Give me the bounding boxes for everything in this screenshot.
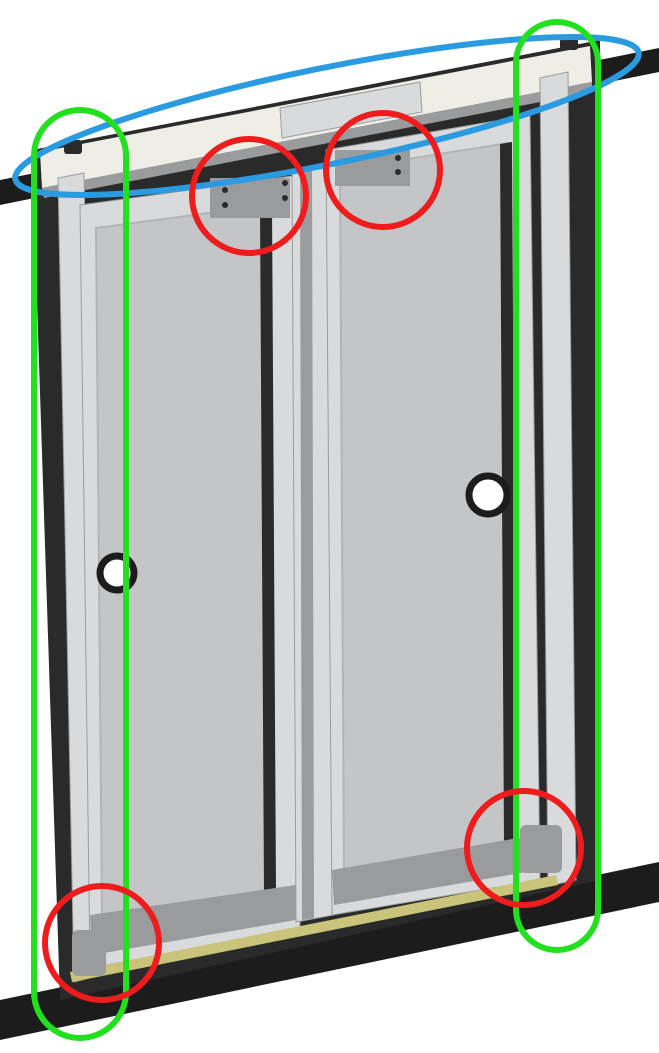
right-bottom-hardware <box>520 825 562 873</box>
header-center-bracket <box>279 81 423 139</box>
hardware-bolt <box>395 169 401 175</box>
lower-floor-rail <box>0 862 659 1040</box>
floor-seal-strip <box>70 875 558 982</box>
left-bottom-hardware <box>72 930 106 976</box>
hardware-bolt <box>222 202 228 208</box>
left-door-panel-edge <box>260 204 276 894</box>
blue-highlight-ellipse <box>12 34 642 198</box>
red-highlight-circle-top-left <box>189 136 309 256</box>
left-corner-anchor <box>64 140 82 154</box>
right-jamb <box>539 71 577 887</box>
green-highlight-capsule-left <box>31 107 129 1041</box>
hardware-bolt <box>395 155 401 161</box>
green-highlight-capsule-right <box>513 19 601 953</box>
header-beam-lower-edge <box>42 82 592 198</box>
right-handle-hole <box>465 472 511 518</box>
red-highlight-circle-bottom-left <box>42 883 162 1003</box>
hardware-bolt <box>282 180 288 186</box>
red-highlight-circle-top-right <box>323 110 443 230</box>
hardware-bolt <box>222 187 228 193</box>
right-bottom-rail <box>332 835 538 905</box>
red-highlight-circle-bottom-right <box>464 788 584 908</box>
hardware-bolt <box>282 195 288 201</box>
center-mullion-shade <box>300 168 314 920</box>
left-bottom-rail <box>90 885 296 955</box>
